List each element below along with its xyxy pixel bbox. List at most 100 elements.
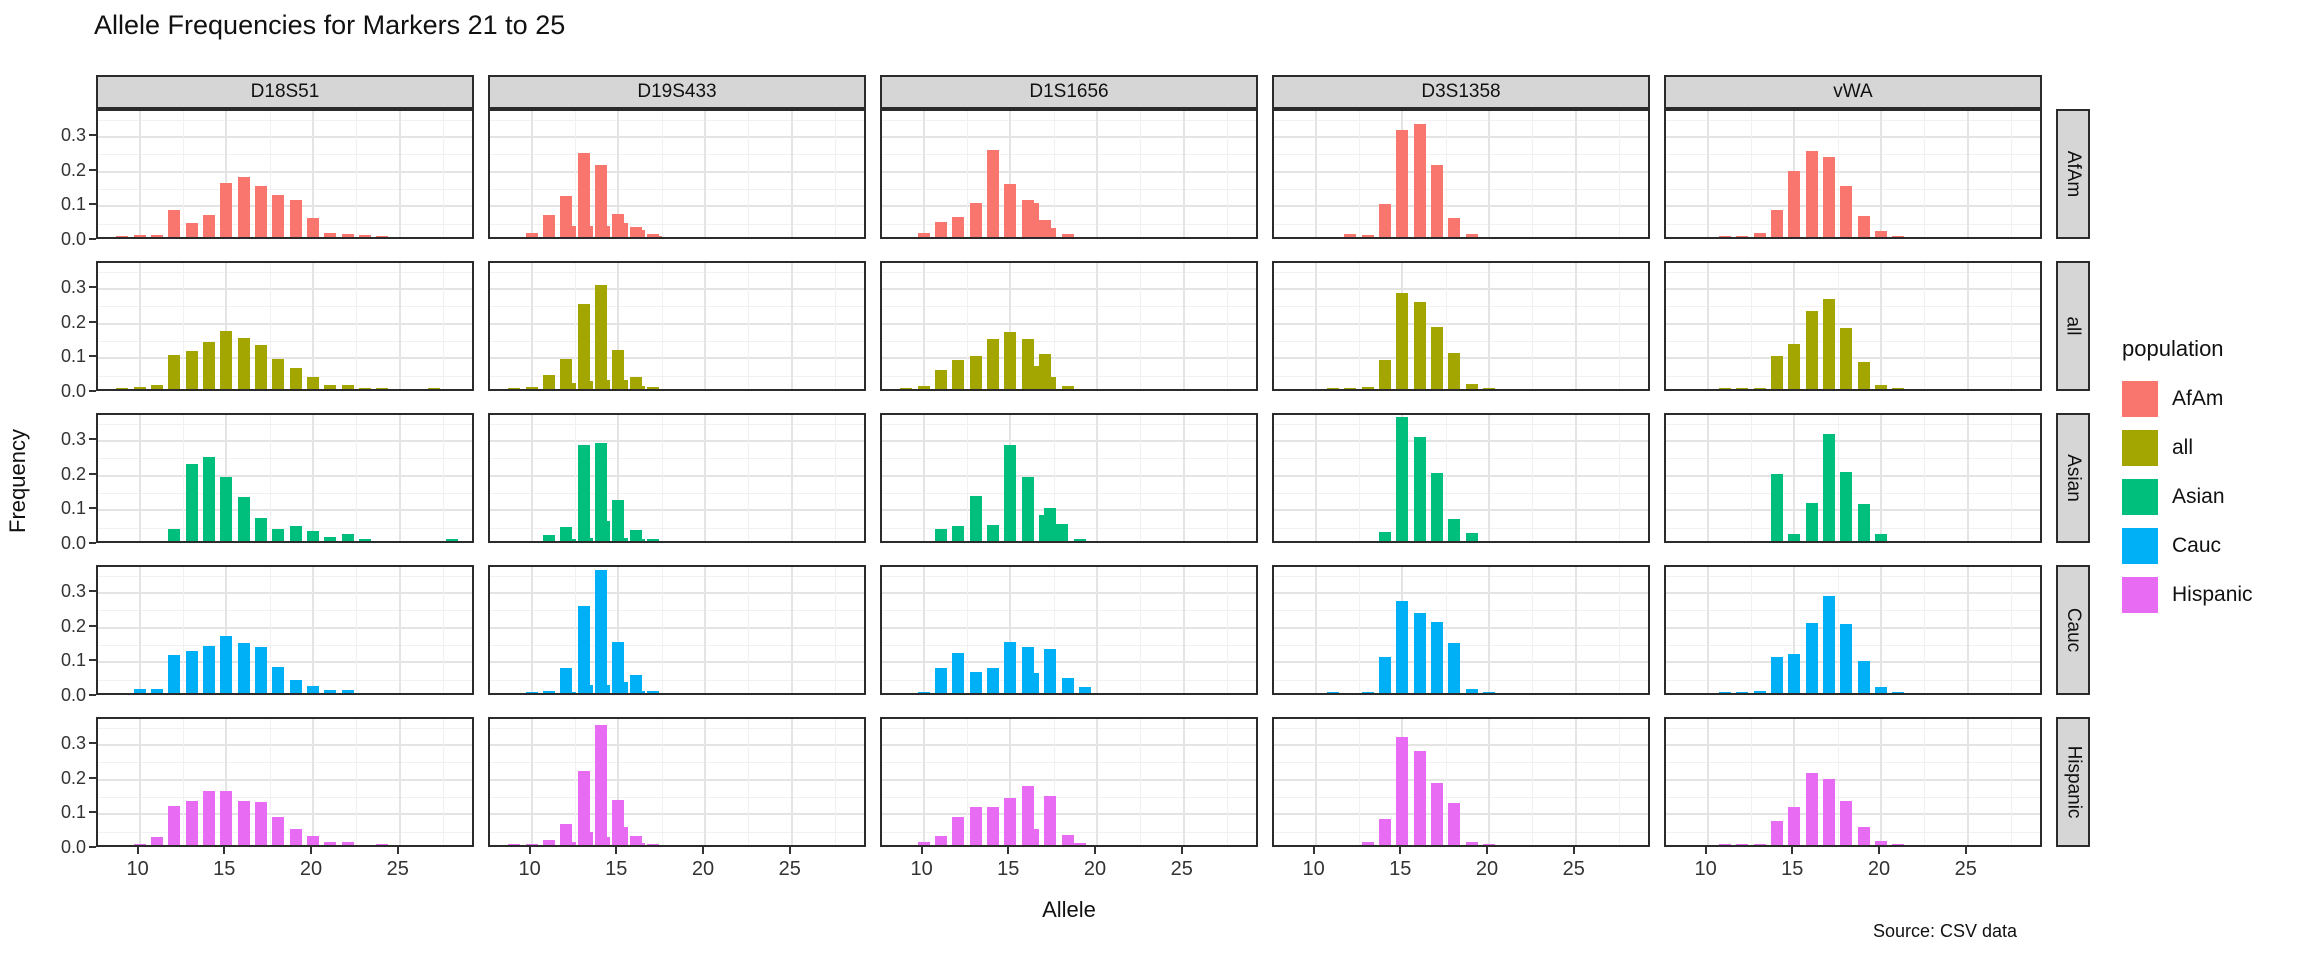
freq-bar-allele-12.2 [563,382,576,389]
freq-bar-allele-16 [1413,750,1426,845]
gridline-minor-horizontal [1274,727,1648,729]
x-axis-title: Allele [1042,897,1096,922]
gridline-minor-horizontal [490,119,864,121]
freq-bar-allele-18 [1448,519,1461,541]
gridline-minor-horizontal [98,423,472,425]
freq-bar-allele-17.3 [1044,796,1057,845]
freq-bar-allele-14 [202,456,215,541]
freq-bar-allele-15 [1788,653,1801,693]
gridline-minor-horizontal [882,189,1256,190]
freq-bar-allele-20 [1483,387,1495,389]
freq-bar-allele-15 [1004,798,1017,845]
freq-bar-allele-10 [917,232,930,237]
freq-bar-allele-17 [646,843,659,845]
freq-bar-allele-15 [612,642,625,693]
freq-bar-allele-14 [986,667,999,693]
freq-bar-allele-16.2 [633,539,646,541]
freq-bar-allele-20 [1875,384,1887,389]
freq-bar-allele-21 [324,689,337,693]
legend-item-all: all [2122,423,2253,472]
gridline-major-horizontal [1274,288,1648,290]
facet-panel-asian-d3s1358 [1272,413,1650,543]
gridline-minor-vertical [1358,263,1360,389]
gridline-major-horizontal [1666,357,2040,360]
freq-bar-allele-21 [324,536,337,541]
freq-bar-allele-13.2 [581,381,594,389]
gridline-minor-horizontal [98,223,472,225]
freq-bar-allele-10 [525,232,538,237]
facet-panel-cauc-d3s1358 [1272,565,1650,695]
gridline-major-horizontal [98,661,472,664]
gridline-major-vertical [704,111,706,237]
gridline-major-horizontal [98,626,472,629]
freq-bar-allele-16.2 [633,385,646,389]
freq-bar-allele-12 [952,359,965,389]
freq-bar-allele-16 [237,643,250,693]
gridline-major-vertical [1966,263,1969,389]
freq-bar-allele-17 [646,539,659,541]
freq-bar-allele-12 [952,653,965,693]
gridline-minor-horizontal [1666,575,2040,577]
freq-bar-allele-11 [542,375,555,389]
freq-bar-allele-15 [1396,129,1409,237]
freq-bar-allele-18 [1840,186,1853,237]
freq-bar-allele-20 [307,377,319,389]
gridline-minor-horizontal [98,797,472,798]
gridline-minor-vertical [1924,111,1926,237]
y-tick-mark [89,320,96,323]
legend-item-afam: AfAm [2122,374,2253,423]
gridline-minor-horizontal [1274,831,1648,833]
freq-bar-allele-20 [1875,686,1887,693]
gridline-minor-vertical [182,415,184,541]
gridline-minor-horizontal [1666,458,2040,460]
gridline-minor-horizontal [98,154,472,156]
y-tick-label: 0.1 [60,650,86,671]
x-tick-label: 20 [299,858,323,880]
freq-bar-allele-12 [168,528,181,541]
freq-bar-allele-14 [1378,359,1391,389]
freq-bar-allele-14 [594,442,607,541]
gridline-major-horizontal [1274,474,1648,477]
freq-bar-allele-13 [969,203,982,237]
x-tick-label: 20 [1867,858,1891,880]
freq-bar-allele-10 [917,842,930,845]
gridline-major-vertical [1793,567,1796,693]
freq-bar-allele-15 [612,499,625,541]
gridline-major-horizontal [490,205,864,208]
gridline-major-vertical [1880,719,1882,845]
gridline-minor-horizontal [1666,493,2040,494]
freq-bar-allele-17 [254,344,267,389]
gridline-minor-horizontal [1274,189,1648,190]
freq-bar-allele-19 [1857,215,1870,237]
freq-bar-allele-20 [1875,533,1887,541]
gridline-minor-horizontal [1274,423,1648,425]
freq-bar-allele-18 [1840,800,1853,845]
y-tick-label: 0.0 [60,229,86,249]
y-tick-label: 0.3 [60,581,86,601]
gridline-major-vertical [398,567,401,693]
freq-bar-allele-18.3 [1061,233,1074,237]
freq-bar-allele-19 [1465,234,1478,237]
freq-bar-allele-14 [986,339,999,389]
freq-bar-allele-13 [577,606,590,693]
x-tick-label: 10 [518,858,541,880]
gridline-major-vertical [1966,415,1969,541]
freq-bar-allele-14 [202,646,215,693]
freq-bar-allele-14 [986,806,999,845]
freq-bar-allele-14 [202,214,215,237]
gridline-major-horizontal [882,661,1256,664]
facet-row-strip-label: AfAm [2063,150,2085,198]
freq-bar-allele-16.3 [1026,203,1039,237]
gridline-major-vertical [1793,719,1796,845]
gridline-major-vertical [1880,111,1882,237]
gridline-major-horizontal [882,592,1256,594]
freq-bar-allele-17 [1430,473,1443,541]
gridline-major-vertical [790,719,793,845]
gridline-major-vertical [790,415,793,541]
freq-bar-allele-16 [237,338,250,389]
freq-bar-allele-24 [376,843,389,845]
x-tick-label: 15 [1389,858,1412,880]
gridline-major-vertical [1096,415,1098,541]
facet-panel-cauc-d18s51 [96,565,474,695]
freq-bar-allele-9 [508,387,521,389]
